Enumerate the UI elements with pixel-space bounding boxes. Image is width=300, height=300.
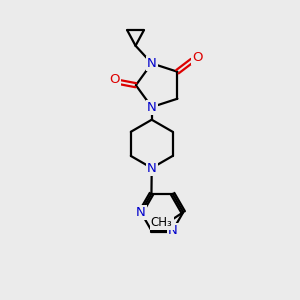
Text: O: O (110, 74, 120, 86)
Text: N: N (168, 224, 178, 237)
Text: N: N (147, 57, 157, 70)
Text: N: N (136, 206, 146, 219)
Text: N: N (147, 161, 157, 175)
Text: N: N (147, 100, 157, 114)
Text: CH₃: CH₃ (151, 216, 172, 229)
Text: O: O (192, 51, 203, 64)
